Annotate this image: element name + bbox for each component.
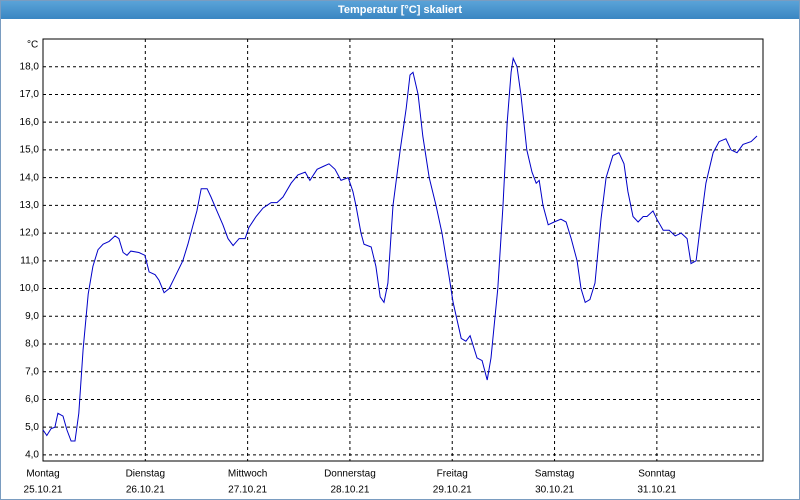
x-tick-date: 30.10.21 bbox=[535, 485, 574, 496]
plot-frame bbox=[42, 38, 764, 462]
x-tick-label: Sonntag bbox=[638, 469, 675, 480]
x-tick-date: 29.10.21 bbox=[433, 485, 472, 496]
x-tick-label: Samstag bbox=[535, 469, 574, 480]
y-tick-label: 15,0 bbox=[20, 145, 40, 156]
y-tick-label: 9,0 bbox=[25, 311, 39, 322]
x-tick-label: Mittwoch bbox=[228, 469, 267, 480]
y-tick-label: 18,0 bbox=[20, 61, 40, 72]
y-tick-label: 11,0 bbox=[20, 255, 39, 266]
y-unit: °C bbox=[27, 40, 38, 51]
x-tick-date: 28.10.21 bbox=[330, 485, 369, 496]
y-tick-label: 12,0 bbox=[20, 228, 40, 239]
y-tick-label: 14,0 bbox=[20, 172, 40, 183]
y-tick-label: 13,0 bbox=[20, 200, 40, 211]
x-tick-date: 31.10.21 bbox=[637, 485, 676, 496]
x-tick-date: 26.10.21 bbox=[126, 485, 165, 496]
y-tick-label: 10,0 bbox=[20, 283, 40, 294]
y-tick-label: 16,0 bbox=[20, 117, 40, 128]
x-tick-label: Dienstag bbox=[126, 469, 165, 480]
y-tick-label: 8,0 bbox=[25, 339, 39, 350]
x-tick-label: Donnerstag bbox=[324, 469, 376, 480]
y-tick-label: 7,0 bbox=[25, 366, 39, 377]
x-tick-date: 25.10.21 bbox=[24, 485, 63, 496]
y-tick-label: 17,0 bbox=[20, 89, 40, 100]
title-bar: Temperatur [°C] skaliert bbox=[1, 1, 799, 19]
x-tick-date: 27.10.21 bbox=[228, 485, 267, 496]
y-tick-label: 5,0 bbox=[25, 422, 39, 433]
x-tick-label: Freitag bbox=[437, 469, 468, 480]
y-tick-label: 4,0 bbox=[25, 450, 39, 461]
y-tick-label: 6,0 bbox=[25, 394, 39, 405]
x-tick-label: Montag bbox=[26, 469, 59, 480]
line bbox=[42, 56, 758, 442]
